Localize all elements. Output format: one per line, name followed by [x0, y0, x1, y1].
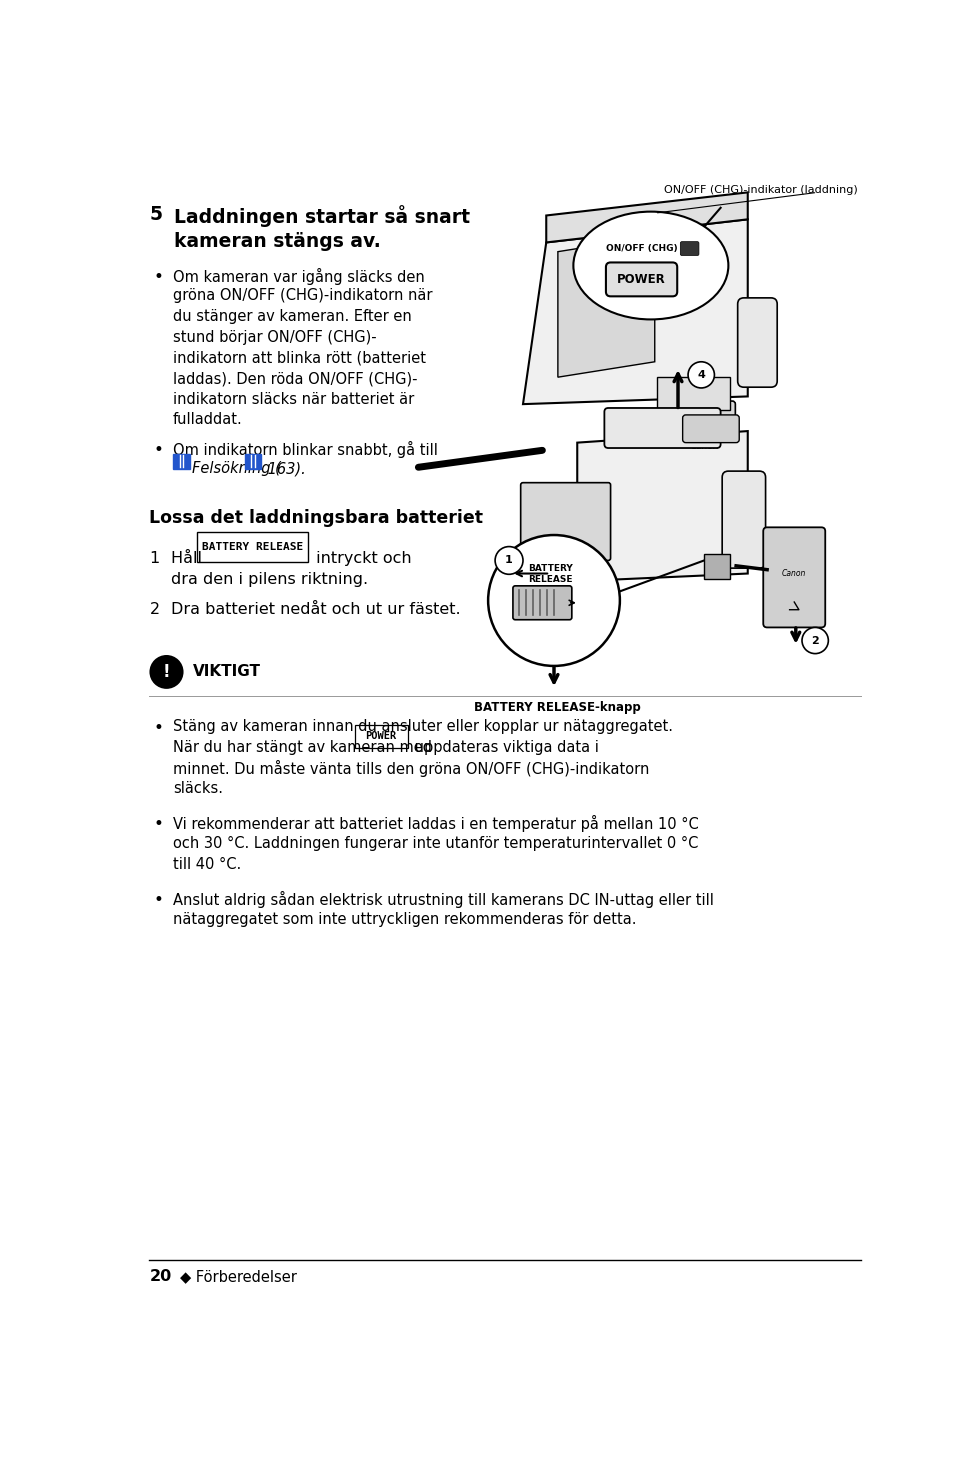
Text: indikatorn att blinka rött (batteriet: indikatorn att blinka rött (batteriet	[173, 351, 425, 366]
Polygon shape	[558, 237, 655, 377]
Text: och 30 °C. Laddningen fungerar inte utanför temperaturintervallet 0 °C: och 30 °C. Laddningen fungerar inte utan…	[173, 836, 698, 851]
Text: 2: 2	[811, 636, 819, 646]
Text: VIKTIGT: VIKTIGT	[193, 664, 261, 678]
FancyBboxPatch shape	[737, 298, 778, 387]
Text: •: •	[154, 890, 163, 909]
Text: 163).: 163).	[263, 462, 306, 477]
Text: •: •	[154, 440, 163, 459]
Text: uppdateras viktiga data i: uppdateras viktiga data i	[410, 740, 599, 754]
Text: ◆ Förberedelser: ◆ Förberedelser	[180, 1269, 298, 1284]
Text: Anslut aldrig sådan elektrisk utrustning till kamerans DC IN-uttag eller till: Anslut aldrig sådan elektrisk utrustning…	[173, 890, 713, 908]
Text: Felsökning (: Felsökning (	[192, 462, 281, 477]
Text: ON/OFF (CHG)-indikator (laddning): ON/OFF (CHG)-indikator (laddning)	[664, 184, 858, 194]
Text: BATTERY RELEASE: BATTERY RELEASE	[202, 542, 302, 553]
Text: indikatorn släcks när batteriet är: indikatorn släcks när batteriet är	[173, 392, 414, 406]
FancyBboxPatch shape	[606, 263, 677, 297]
Text: Stäng av kameran innan du ansluter eller kopplar ur nätaggregatet.: Stäng av kameran innan du ansluter eller…	[173, 719, 673, 734]
Circle shape	[495, 547, 523, 575]
Circle shape	[150, 655, 183, 689]
Text: RELEASE: RELEASE	[528, 575, 572, 585]
FancyBboxPatch shape	[174, 453, 190, 469]
Text: intryckt och: intryckt och	[311, 551, 411, 566]
Text: fulladdat.: fulladdat.	[173, 412, 243, 427]
FancyBboxPatch shape	[763, 528, 826, 627]
Text: 1: 1	[505, 556, 513, 566]
Text: nätaggregatet som inte uttryckligen rekommenderas för detta.: nätaggregatet som inte uttryckligen reko…	[173, 912, 636, 927]
FancyBboxPatch shape	[513, 586, 572, 620]
Text: släcks.: släcks.	[173, 781, 223, 795]
Text: 4: 4	[697, 370, 706, 380]
FancyBboxPatch shape	[683, 415, 739, 443]
Text: •: •	[154, 268, 163, 287]
Text: 1: 1	[150, 551, 159, 566]
Text: Canon: Canon	[691, 442, 719, 450]
Text: Vi rekommenderar att batteriet laddas i en temperatur på mellan 10 °C: Vi rekommenderar att batteriet laddas i …	[173, 816, 699, 832]
Text: gröna ON/OFF (CHG)-indikatorn när: gröna ON/OFF (CHG)-indikatorn när	[173, 288, 432, 304]
FancyBboxPatch shape	[605, 408, 721, 447]
FancyBboxPatch shape	[197, 532, 307, 561]
Text: ON/OFF (CHG): ON/OFF (CHG)	[606, 244, 678, 253]
Text: När du har stängt av kameran med: När du har stängt av kameran med	[173, 740, 437, 754]
Text: Lossa det laddningsbara batteriet: Lossa det laddningsbara batteriet	[150, 509, 484, 526]
Polygon shape	[577, 431, 748, 582]
Text: till 40 °C.: till 40 °C.	[173, 857, 241, 871]
FancyBboxPatch shape	[355, 725, 408, 747]
Text: stund börjar ON/OFF (CHG)-: stund börjar ON/OFF (CHG)-	[173, 330, 376, 345]
Text: Om indikatorn blinkar snabbt, gå till: Om indikatorn blinkar snabbt, gå till	[173, 440, 438, 458]
Polygon shape	[546, 193, 748, 243]
Polygon shape	[523, 219, 748, 404]
Text: minnet. Du måste vänta tills den gröna ON/OFF (CHG)-indikatorn: minnet. Du måste vänta tills den gröna O…	[173, 760, 649, 778]
Text: POWER: POWER	[366, 731, 396, 741]
Text: •: •	[154, 816, 163, 833]
Text: dra den i pilens riktning.: dra den i pilens riktning.	[171, 572, 369, 586]
Circle shape	[688, 361, 714, 387]
Text: kameran stängs av.: kameran stängs av.	[175, 232, 381, 251]
Ellipse shape	[573, 212, 729, 319]
Text: laddas). Den röda ON/OFF (CHG)-: laddas). Den röda ON/OFF (CHG)-	[173, 371, 418, 386]
Text: POWER: POWER	[617, 273, 666, 287]
Text: BATTERY RELEASE-knapp: BATTERY RELEASE-knapp	[474, 700, 641, 713]
FancyBboxPatch shape	[520, 482, 611, 560]
Text: Canon: Canon	[782, 569, 806, 577]
Text: !: !	[162, 662, 170, 681]
Text: du stänger av kameran. Efter en: du stänger av kameran. Efter en	[173, 308, 412, 325]
Text: 20: 20	[150, 1269, 172, 1284]
FancyBboxPatch shape	[704, 554, 730, 579]
Circle shape	[802, 627, 828, 654]
Text: 5: 5	[150, 205, 162, 224]
FancyBboxPatch shape	[681, 241, 699, 256]
Text: Laddningen startar så snart: Laddningen startar så snart	[175, 205, 470, 227]
Text: •: •	[154, 719, 163, 737]
Circle shape	[488, 535, 620, 665]
FancyBboxPatch shape	[245, 453, 261, 469]
Text: Håll: Håll	[171, 551, 207, 566]
FancyBboxPatch shape	[657, 377, 730, 409]
FancyBboxPatch shape	[722, 471, 765, 569]
Text: Om kameran var igång släcks den: Om kameran var igång släcks den	[173, 268, 424, 285]
Text: Dra batteriet nedåt och ut ur fästet.: Dra batteriet nedåt och ut ur fästet.	[171, 602, 461, 617]
Text: BATTERY: BATTERY	[528, 564, 572, 573]
FancyBboxPatch shape	[675, 401, 735, 484]
Text: 2: 2	[150, 602, 159, 617]
